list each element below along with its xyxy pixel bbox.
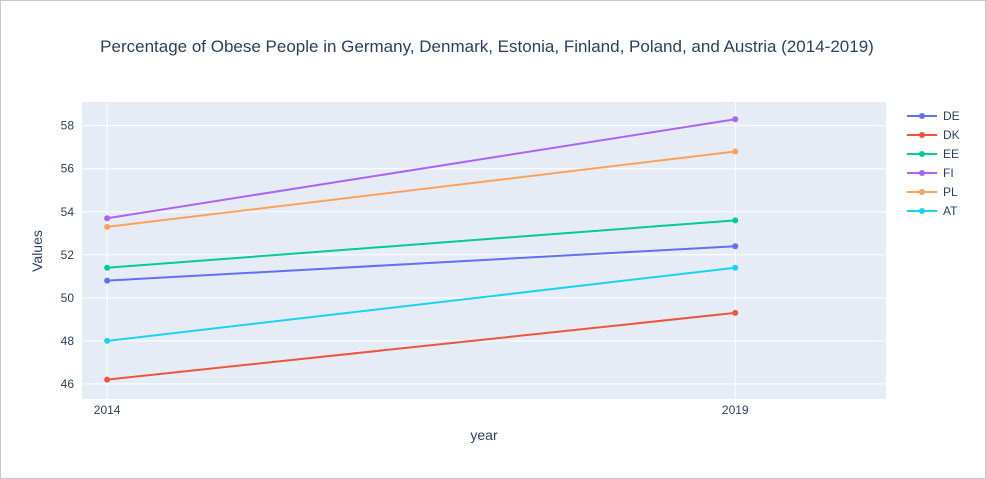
data-point[interactable]: [104, 264, 111, 271]
legend[interactable]: DE DK EE FI PL AT: [907, 109, 960, 218]
legend-item-fi[interactable]: FI: [907, 166, 954, 180]
series-at: [104, 264, 739, 344]
series-pl: [104, 148, 739, 230]
series-line: [106, 118, 736, 220]
legend-item-dk[interactable]: DK: [907, 128, 960, 142]
data-point[interactable]: [104, 337, 111, 344]
series-fi: [104, 116, 739, 222]
x-axis-ticks: 2014 2019: [94, 403, 749, 417]
x-axis-title: year: [470, 427, 498, 443]
x-tick-label: 2014: [94, 403, 121, 417]
legend-label: FI: [943, 166, 954, 180]
legend-label: DK: [943, 128, 960, 142]
legend-marker: [919, 170, 925, 176]
series-line: [107, 266, 736, 342]
data-point[interactable]: [732, 309, 739, 316]
legend-marker: [919, 189, 925, 195]
y-tick-label: 54: [61, 205, 75, 219]
y-tick-label: 46: [61, 377, 75, 391]
series-line: [107, 311, 736, 381]
y-tick-label: 56: [61, 162, 75, 176]
legend-label: EE: [943, 147, 959, 161]
y-tick-label: 48: [61, 334, 75, 348]
series-lines: [104, 116, 739, 383]
y-tick-label: 52: [61, 248, 75, 262]
chart-title: Percentage of Obese People in Germany, D…: [100, 37, 874, 56]
series-line: [107, 219, 736, 269]
legend-marker: [919, 151, 925, 157]
data-point[interactable]: [732, 264, 739, 271]
x-tick-label: 2019: [722, 403, 749, 417]
legend-item-ee[interactable]: EE: [907, 147, 959, 161]
legend-item-at[interactable]: AT: [907, 204, 958, 218]
data-point[interactable]: [732, 217, 739, 224]
y-axis-title: Values: [29, 230, 45, 272]
legend-label: DE: [943, 109, 960, 123]
plot-area: [82, 102, 886, 399]
series-de: [104, 243, 739, 284]
legend-item-pl[interactable]: PL: [907, 185, 958, 199]
y-tick-label: 58: [61, 119, 75, 133]
series-dk: [104, 309, 739, 383]
legend-label: AT: [943, 204, 958, 218]
series-ee: [104, 217, 739, 271]
series-line: [107, 150, 736, 228]
legend-marker: [919, 132, 925, 138]
data-point[interactable]: [732, 148, 739, 155]
y-tick-label: 50: [61, 291, 75, 305]
data-point[interactable]: [732, 243, 739, 250]
series-line: [107, 245, 736, 282]
data-point[interactable]: [104, 215, 111, 222]
data-point[interactable]: [104, 376, 111, 383]
legend-label: PL: [943, 185, 958, 199]
legend-marker: [919, 113, 925, 119]
legend-item-de[interactable]: DE: [907, 109, 960, 123]
legend-marker: [919, 208, 925, 214]
data-point[interactable]: [732, 116, 739, 123]
data-point[interactable]: [104, 223, 111, 230]
y-axis-ticks: 46 48 50 52 54 56 58: [61, 119, 75, 391]
data-point[interactable]: [104, 277, 111, 284]
